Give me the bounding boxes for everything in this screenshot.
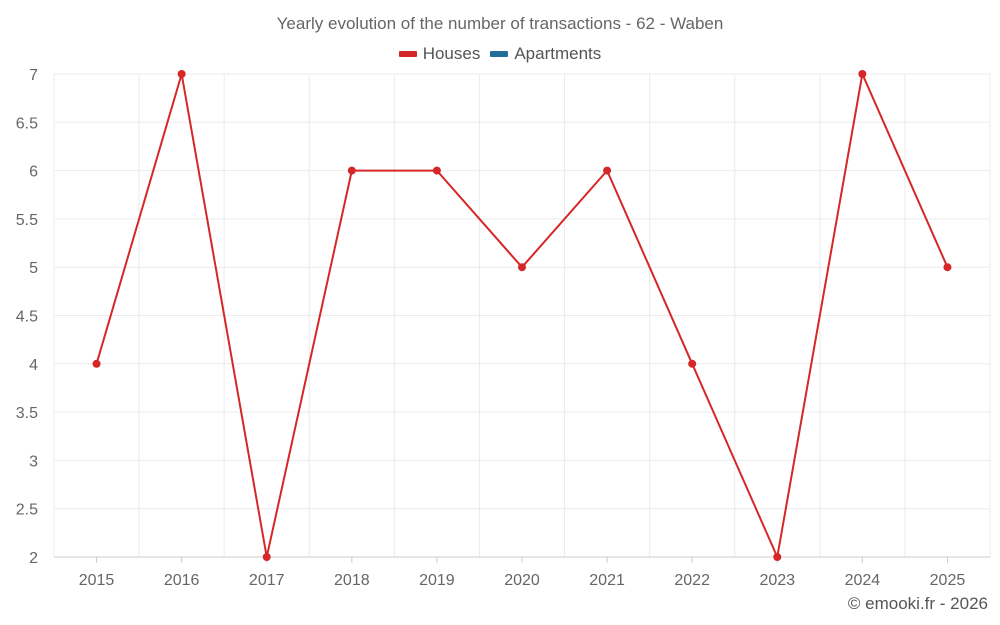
data-point-houses	[432, 166, 441, 175]
data-point-houses	[603, 166, 612, 175]
y-tick-label: 4	[29, 357, 38, 374]
legend-label-apartments: Apartments	[514, 44, 602, 63]
x-tick-label: 2016	[164, 572, 200, 589]
x-tick-label: 2024	[845, 572, 881, 589]
data-point-houses	[177, 70, 186, 78]
data-point-houses	[518, 263, 526, 272]
data-point-houses	[347, 166, 356, 175]
x-tick-label: 2021	[589, 572, 625, 589]
data-point-houses	[858, 70, 867, 78]
y-tick-label: 7	[29, 67, 38, 84]
x-tick-label: 2017	[249, 572, 285, 589]
grid	[53, 73, 991, 558]
x-tick-label: 2025	[930, 572, 966, 589]
legend: Houses Apartments	[0, 44, 1000, 64]
y-tick-label: 4.5	[16, 309, 38, 326]
y-tick-label: 3	[29, 453, 38, 470]
data-point-houses	[688, 359, 697, 368]
credit-text: © emooki.fr - 2026	[847, 594, 988, 613]
y-tick-label: 6.5	[16, 115, 38, 132]
y-tick-label: 3.5	[16, 405, 38, 422]
y-tick-label: 2.5	[16, 502, 38, 519]
y-tick-label: 6	[29, 164, 38, 181]
x-tick-label: 2023	[759, 572, 795, 589]
axes: 2 2.5 3 3.5 4 4.5 5 5.5 6 6.5 7 2015 2016 2017 2018 201…	[16, 67, 990, 589]
legend-label-houses: Houses	[422, 44, 481, 63]
legend-item-apartments[interactable]: Apartments	[490, 44, 601, 64]
data-point-houses	[943, 263, 952, 272]
x-tick-label: 2022	[674, 572, 710, 589]
chart-title: Yearly evolution of the number of transa…	[276, 14, 724, 33]
y-tick-label: 5.5	[16, 212, 38, 229]
legend-swatch-apartments	[490, 51, 509, 57]
legend-swatch-houses	[398, 51, 417, 57]
x-tick-label: 2018	[334, 572, 370, 589]
data-point-houses	[262, 553, 271, 561]
y-tick-label: 5	[29, 260, 38, 277]
data-point-houses	[773, 553, 782, 561]
series-houses	[92, 70, 952, 561]
legend-item-houses[interactable]: Houses	[398, 44, 481, 64]
data-point-houses	[92, 359, 101, 368]
x-tick-label: 2019	[419, 572, 455, 589]
x-tick-label: 2015	[79, 572, 115, 589]
x-tick-label: 2020	[504, 572, 540, 589]
y-tick-label: 2	[29, 550, 38, 567]
